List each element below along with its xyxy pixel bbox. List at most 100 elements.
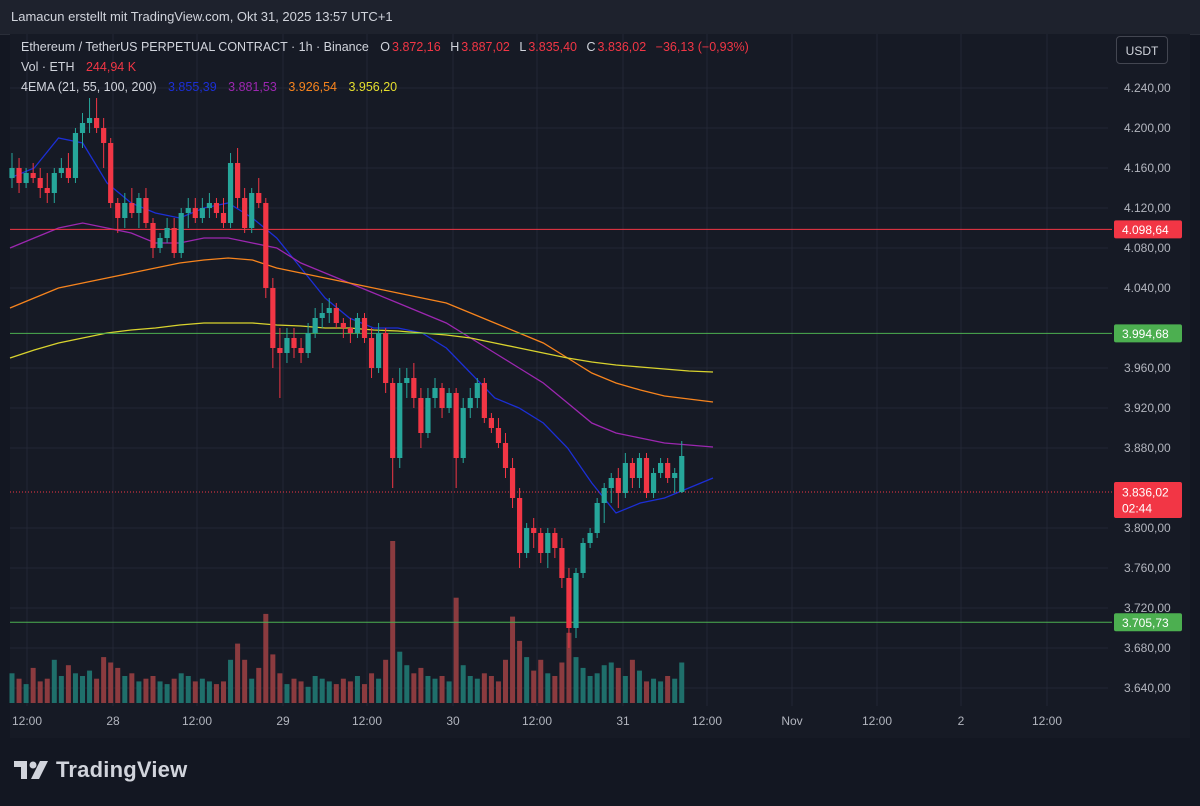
open-value: 3.872,16 xyxy=(392,40,441,54)
volume-legend: Vol · ETH 244,94 K xyxy=(21,60,138,74)
ema-line-ema21 xyxy=(9,137,714,514)
candle-body xyxy=(115,203,121,218)
volume-bar xyxy=(552,676,558,703)
volume-bar xyxy=(94,678,100,703)
candle-body xyxy=(354,318,361,333)
candle-body xyxy=(51,173,57,193)
price-chart[interactable]: 4.240,00 4.200,00 4.160,00 4.120,00 4.080,00… xyxy=(0,0,1200,738)
candle-body xyxy=(220,213,227,223)
candle-body xyxy=(376,333,382,368)
volume-bar xyxy=(432,678,438,703)
volume-bar xyxy=(636,670,642,703)
volume-bar xyxy=(376,678,382,703)
volume-bar xyxy=(298,681,304,703)
candle-body xyxy=(453,393,459,458)
level-badge xyxy=(1114,220,1182,239)
candles xyxy=(9,98,685,648)
candle-body xyxy=(122,203,128,218)
footer xyxy=(0,738,1200,806)
volume-bar xyxy=(178,673,184,703)
volume-label[interactable]: Vol · ETH xyxy=(21,60,75,74)
price-tick-label: 3.640,00 xyxy=(1124,681,1171,695)
candle-body xyxy=(185,208,191,213)
volume-bar xyxy=(467,676,473,703)
volume-bar xyxy=(192,681,198,703)
open-label: O xyxy=(380,40,391,54)
candle-body xyxy=(319,313,325,318)
candle-body xyxy=(79,123,86,133)
symbol-legend: Ethereum / TetherUS PERPETUAL CONTRACT ·… xyxy=(21,40,751,54)
volume-bar xyxy=(333,684,339,703)
tradingview-logo[interactable]: TradingView xyxy=(14,757,187,783)
candle-body xyxy=(263,203,269,288)
high-value: 3.887,02 xyxy=(461,40,510,54)
chart-panel[interactable] xyxy=(10,34,1190,738)
candle-body xyxy=(509,468,516,498)
price-tick-label: 3.680,00 xyxy=(1124,641,1171,655)
price-tick-label: 3.960,00 xyxy=(1124,361,1171,375)
volume-bar xyxy=(72,673,78,703)
volume-bar xyxy=(347,681,353,703)
level-badge xyxy=(1114,324,1182,343)
candle-body xyxy=(665,463,671,478)
volume-bar xyxy=(23,684,29,703)
time-tick-label: 28 xyxy=(106,714,120,728)
price-tick-label: 4.040,00 xyxy=(1124,281,1171,295)
volume-bar xyxy=(87,670,93,703)
price-tick-label: 4.160,00 xyxy=(1124,161,1171,175)
candle-body xyxy=(242,198,248,228)
candle-body xyxy=(397,383,403,458)
volume-bar xyxy=(531,670,537,703)
candle-body xyxy=(249,193,255,228)
ema100-value: 3.926,54 xyxy=(288,80,337,94)
volume-bar xyxy=(418,667,424,703)
volume-bar xyxy=(538,659,544,703)
volume-bar xyxy=(164,684,170,703)
volume-bar xyxy=(340,678,346,703)
volume-bar xyxy=(580,667,586,703)
last-price-label: 3.836,02 xyxy=(1122,485,1169,499)
candle-body xyxy=(164,228,170,238)
volume-bar xyxy=(80,676,85,703)
volume-bar xyxy=(206,681,212,703)
volume-bar xyxy=(545,673,551,703)
volume-bar xyxy=(9,673,15,703)
candle-body xyxy=(425,398,431,433)
candle-body xyxy=(129,203,135,213)
volume-bar xyxy=(524,657,530,703)
volume-bar xyxy=(481,673,487,703)
candle-body xyxy=(298,348,304,353)
level-badge xyxy=(1114,613,1182,632)
candle-body xyxy=(16,168,22,183)
ema21-value: 3.855,39 xyxy=(168,80,217,94)
countdown-label: 02:44 xyxy=(1122,501,1152,515)
volume-bar xyxy=(439,676,445,703)
volume-bar xyxy=(44,678,50,703)
time-axis: 12:00 28 12:00 29 12:00 30 12:00 31 12:00 Nov 12:0… xyxy=(12,714,1062,728)
candle-body xyxy=(552,533,558,548)
candle-body xyxy=(538,533,544,553)
volume-bar xyxy=(185,676,191,703)
candle-body xyxy=(411,378,417,398)
candle-body xyxy=(235,163,241,198)
volume-value: 244,94 K xyxy=(85,60,137,74)
candle-body xyxy=(333,308,339,323)
volume-bar xyxy=(651,678,657,703)
candle-body xyxy=(587,533,593,543)
candle-body xyxy=(383,333,389,383)
ema55-value: 3.881,53 xyxy=(228,80,277,94)
candle-body xyxy=(418,398,424,433)
symbol-name[interactable]: Ethereum / TetherUS PERPETUAL CONTRACT ·… xyxy=(21,40,369,54)
candle-body xyxy=(150,223,156,248)
candle-body xyxy=(368,338,375,368)
volume-bar xyxy=(411,673,417,703)
ema-label[interactable]: 4EMA (21, 55, 100, 200) xyxy=(21,80,157,94)
volume-bar xyxy=(284,684,290,703)
low-value: 3.835,40 xyxy=(528,40,577,54)
currency-unit-button[interactable]: USDT xyxy=(1116,36,1168,64)
candle-body xyxy=(573,573,579,628)
candle-body xyxy=(390,383,396,458)
volume-bar xyxy=(143,678,149,703)
candle-body xyxy=(439,388,445,408)
level-badge-label: 4.098,64 xyxy=(1122,223,1169,237)
